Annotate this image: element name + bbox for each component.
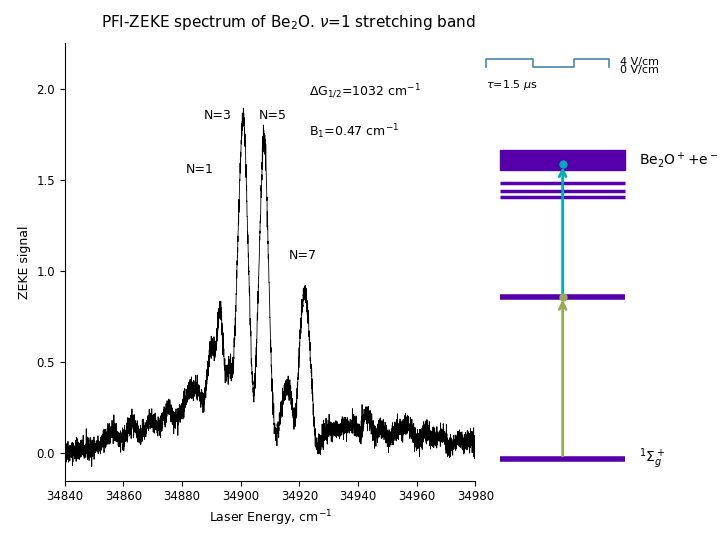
- Text: N=7: N=7: [289, 249, 316, 262]
- Text: Be$_2$O$^+$+e$^-$: Be$_2$O$^+$+e$^-$: [639, 150, 719, 170]
- Text: N=5: N=5: [258, 109, 287, 122]
- Text: $\tau$=1.5 $\mu$s: $\tau$=1.5 $\mu$s: [487, 78, 538, 92]
- Text: B$_1$=0.47 cm$^{-1}$: B$_1$=0.47 cm$^{-1}$: [309, 122, 400, 140]
- Text: $^1\Sigma_g^+$: $^1\Sigma_g^+$: [639, 447, 665, 471]
- X-axis label: Laser Energy, cm$^{-1}$: Laser Energy, cm$^{-1}$: [209, 509, 332, 529]
- Y-axis label: ZEKE signal: ZEKE signal: [18, 225, 31, 299]
- Text: 0 V/cm: 0 V/cm: [621, 65, 660, 75]
- Text: N=1: N=1: [186, 163, 214, 176]
- Text: PFI-ZEKE spectrum of Be$_2$O. $\nu$=1 stretching band: PFI-ZEKE spectrum of Be$_2$O. $\nu$=1 st…: [101, 14, 475, 32]
- Text: N=3: N=3: [204, 109, 232, 122]
- Text: 4 V/cm: 4 V/cm: [621, 57, 660, 67]
- Text: $\Delta$G$_{1/2}$=1032 cm$^{-1}$: $\Delta$G$_{1/2}$=1032 cm$^{-1}$: [309, 83, 421, 101]
- Bar: [500, 150, 625, 170]
